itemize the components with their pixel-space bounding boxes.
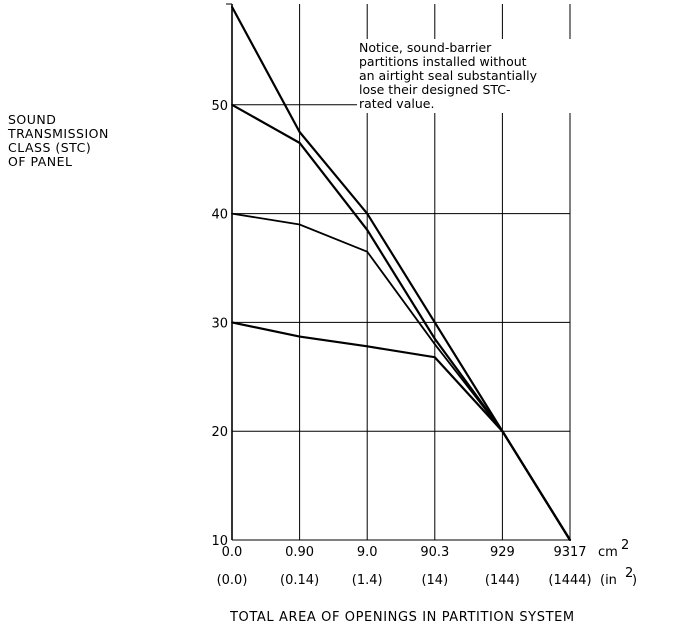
series-lines	[231, 5, 571, 541]
annotation-line: partitions installed without	[359, 54, 527, 69]
series-point	[231, 5, 233, 8]
annotation-note: Notice, sound-barrier partitions install…	[357, 39, 605, 113]
series-point	[569, 539, 571, 541]
x-tick-label: 929	[490, 545, 515, 560]
x-tick-label-secondary: (14)	[421, 573, 448, 588]
y-tick-label: 30	[211, 316, 228, 331]
series-point	[433, 356, 436, 359]
x-secondary-unit-exponent: 2	[625, 566, 633, 581]
x-tick-label-secondary: (144)	[485, 573, 520, 588]
annotation-line: an airtight seal substantially	[359, 68, 537, 83]
x-tick-label-secondary: (1444)	[548, 573, 591, 588]
series-point	[366, 212, 369, 215]
y-axis-label-line: CLASS (STC)	[8, 140, 92, 155]
annotation-line: Notice, sound-barrier	[359, 40, 492, 55]
y-axis-label: SOUND TRANSMISSION CLASS (STC) OF PANEL	[8, 113, 109, 169]
x-tick-label-secondary: (0.14)	[280, 573, 319, 588]
series-point	[298, 335, 301, 338]
y-tick-label: 20	[211, 425, 228, 440]
series-point	[501, 430, 504, 433]
y-tick-label: 10	[211, 534, 228, 549]
x-tick-label-secondary: (0.0)	[217, 573, 248, 588]
x-tick-label-secondary: (1.4)	[352, 573, 383, 588]
y-tick-label: 50	[211, 99, 228, 114]
series-point	[433, 321, 436, 324]
series-point	[231, 103, 233, 106]
series-point	[298, 141, 301, 144]
series-point	[231, 212, 233, 215]
series-point	[366, 250, 369, 253]
series-point	[433, 343, 436, 346]
x-axis-title: TOTAL AREA OF OPENINGS IN PARTITION SYST…	[230, 610, 575, 625]
series-point	[366, 229, 369, 231]
annotation-line: lose their designed STC-	[359, 82, 511, 97]
series-point	[366, 345, 369, 348]
x-tick-label: 9.0	[357, 545, 378, 560]
series-line	[231, 321, 571, 541]
series-point	[298, 223, 301, 226]
series-point	[231, 321, 233, 324]
y-tick-label: 40	[211, 208, 228, 223]
annotation-line: rated value.	[359, 96, 435, 111]
y-axis-label-line: SOUND	[8, 112, 57, 127]
y-tick-labels: 10 20 30 40 50	[211, 99, 228, 549]
x-tick-label: 0.90	[285, 545, 314, 560]
y-axis-label-line: OF PANEL	[8, 154, 73, 169]
y-axis-label-line: TRANSMISSION	[8, 126, 109, 141]
series-line	[231, 212, 571, 541]
x-tick-labels: 0.0 0.90 9.0 90.3 929 9317 (0.0) (0.14) (1.4) (14…	[217, 538, 637, 588]
x-tick-label: 9317	[553, 545, 586, 560]
x-tick-label: 90.3	[420, 545, 449, 560]
x-unit-label: cm	[598, 545, 618, 560]
x-tick-label: 0.0	[222, 545, 243, 560]
x-unit-exponent: 2	[621, 538, 629, 553]
x-secondary-unit-label: (in	[600, 573, 617, 588]
x-secondary-unit-close: )	[632, 573, 637, 588]
series-point	[298, 131, 301, 133]
series-point	[433, 337, 436, 340]
